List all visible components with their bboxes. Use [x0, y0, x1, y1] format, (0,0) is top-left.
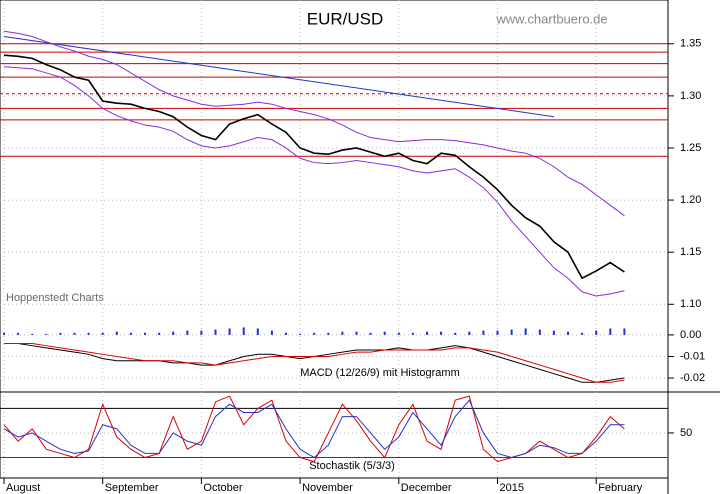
histogram-bar: [496, 330, 499, 335]
histogram-bar: [397, 332, 400, 335]
histogram-bar: [87, 332, 90, 335]
histogram-bar: [567, 331, 569, 335]
chart-title: EUR/USD: [307, 9, 384, 28]
histogram-bar: [327, 332, 330, 335]
stoch-d: [3, 399, 625, 459]
histogram-bar: [454, 332, 457, 335]
histogram-bar: [581, 332, 584, 335]
histogram-bar: [59, 332, 62, 335]
histogram-bar: [369, 332, 372, 335]
x-tick-label: 2015: [500, 482, 524, 494]
histogram-bar: [552, 330, 555, 335]
y-tick-label: -0.01: [680, 350, 705, 362]
histogram-bar: [144, 332, 146, 335]
histogram-bar: [101, 332, 104, 335]
histogram-bar: [609, 328, 612, 335]
stoch-k: [3, 395, 625, 463]
price-line: [3, 54, 625, 280]
x-tick-label: October: [203, 482, 242, 494]
y-tick-label: 1.10: [680, 298, 701, 310]
histogram-bar: [270, 330, 273, 335]
x-tick-label: November: [302, 482, 353, 494]
histogram-bar: [341, 331, 344, 335]
credit: Hoppenstedt Charts: [6, 292, 104, 304]
histogram-bar: [186, 330, 189, 335]
histogram-bar: [482, 330, 485, 335]
histogram-bar: [73, 332, 76, 335]
source: www.chartbuero.de: [495, 11, 607, 26]
histogram-bar: [468, 331, 471, 335]
y-tick-label: 1.25: [680, 142, 701, 154]
histogram-bar: [45, 333, 48, 335]
histogram-bar: [440, 331, 443, 335]
histogram-bar: [17, 332, 20, 335]
histogram-bar: [172, 331, 175, 335]
band-line: [3, 66, 625, 297]
histogram-bar: [228, 328, 231, 335]
y-tick-label: 1.20: [680, 194, 701, 206]
histogram-bar: [256, 328, 259, 335]
histogram-bar: [595, 330, 598, 335]
histogram-bar: [524, 328, 527, 335]
histogram-bar: [214, 329, 217, 335]
histogram-bar: [285, 332, 287, 335]
histogram-bar: [242, 327, 245, 335]
signal-line: [4, 343, 625, 383]
plot-frame: [0, 0, 669, 479]
histogram-bar: [510, 329, 513, 335]
y-tick-label: 1.30: [680, 90, 701, 102]
x-tick-label: September: [105, 482, 159, 494]
trendline: [3, 35, 554, 118]
histogram-bar: [538, 329, 541, 335]
x-tick-label: December: [401, 482, 452, 494]
stoch-label: Stochastik (5/3/3): [309, 460, 395, 472]
y-tick-label: 50: [680, 427, 692, 439]
y-tick-label: 1.35: [680, 38, 701, 50]
histogram-bar: [115, 331, 118, 335]
x-tick-label: February: [598, 482, 643, 494]
histogram-bar: [299, 333, 302, 335]
band-line: [3, 30, 625, 217]
histogram-bar: [31, 333, 34, 335]
histogram-bar: [426, 331, 428, 335]
histogram-bar: [355, 331, 358, 335]
y-tick-label: 0.00: [680, 329, 701, 341]
histogram-bar: [313, 332, 316, 335]
macd-label: MACD (12/26/9) mit Histogramm: [300, 367, 460, 379]
histogram-bar: [623, 328, 626, 335]
histogram-bar: [3, 332, 5, 335]
y-tick-label: -0.02: [680, 372, 705, 384]
histogram-bar: [383, 331, 386, 335]
y-tick-label: 1.15: [680, 246, 701, 258]
histogram-bar: [200, 330, 203, 335]
histogram-bar: [158, 332, 161, 335]
histogram-bar: [129, 332, 132, 335]
x-tick-label: August: [6, 482, 40, 494]
histogram-bar: [411, 332, 414, 335]
